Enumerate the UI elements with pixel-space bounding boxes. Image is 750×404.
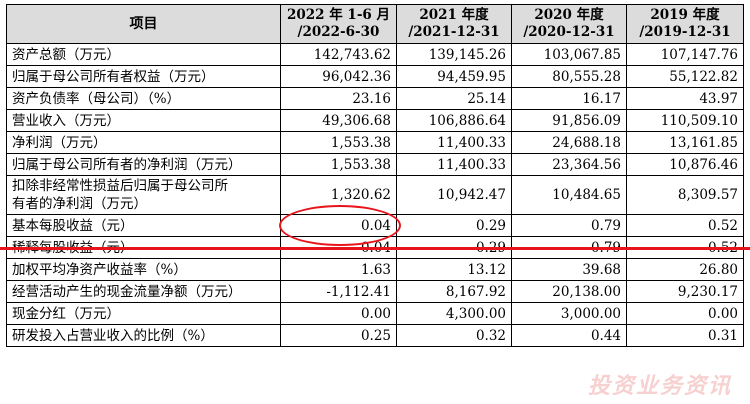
cell-value: 23,364.56 [511, 153, 627, 176]
header-date: /2021-12-31 [408, 24, 500, 40]
cell-value: 11,400.33 [396, 131, 512, 154]
cell-value: 96,042.36 [280, 65, 397, 88]
cell-value: 139,145.26 [396, 43, 512, 66]
cell-value: 10,876.46 [626, 153, 744, 176]
cell-value: 39.68 [511, 258, 627, 281]
cell-value: 13.12 [396, 258, 512, 281]
header-col-2020: 2020 年度 /2020-12-31 [511, 4, 627, 44]
cell-value: -1,112.41 [280, 280, 397, 303]
header-date: /2020-12-31 [523, 24, 615, 40]
cell-value: 10,484.65 [511, 175, 627, 215]
table-row-highlighted: 扣除非经常性损益后归属于母公司所 有者的净利润（万元） 1,320.62 10,… [6, 175, 744, 215]
cell-value: 0.52 [626, 214, 744, 237]
row-label: 现金分红（万元） [6, 302, 281, 325]
cell-value: 9,230.17 [626, 280, 744, 303]
cell-value: 25.14 [396, 87, 512, 110]
table-row: 经营活动产生的现金流量净额（万元） -1,112.41 8,167.92 20,… [6, 280, 744, 303]
row-label: 归属于母公司所有者权益（万元） [6, 65, 281, 88]
table-row: 营业收入（万元） 49,306.68 106,886.64 91,856.09 … [6, 109, 744, 132]
cell-value: 1,553.38 [280, 131, 397, 154]
header-item: 项目 [6, 4, 281, 44]
cell-value: 13,161.85 [626, 131, 744, 154]
header-period: 2020 年度 [534, 7, 604, 23]
header-col-2021: 2021 年度 /2021-12-31 [396, 4, 512, 44]
cell-value: 55,122.82 [626, 65, 744, 88]
table-row: 净利润（万元） 1,553.38 11,400.33 24,688.18 13,… [6, 131, 744, 154]
row-label: 资产负债率（母公司）（%） [6, 87, 281, 110]
watermark: 投资业务资讯 [587, 374, 732, 399]
red-circle-annotation [279, 205, 401, 246]
cell-value: 106,886.64 [396, 109, 512, 132]
table-row: 现金分红（万元） 0.00 4,300.00 3,000.00 0.00 [6, 302, 744, 325]
financial-indicators-table: 项目 2022 年 1-6 月 /2022-6-30 2021 年度 /2021… [6, 4, 744, 347]
cell-value: 3,000.00 [511, 302, 627, 325]
cell-value: 23.16 [280, 87, 397, 110]
cell-value: 107,147.76 [626, 43, 744, 66]
cell-value: 0.00 [280, 302, 397, 325]
table-row: 资产负债率（母公司）（%） 23.16 25.14 16.17 43.97 [6, 87, 744, 110]
cell-value: 103,067.85 [511, 43, 627, 66]
cell-value: 10,942.47 [396, 175, 512, 215]
row-label: 净利润（万元） [6, 131, 281, 154]
row-label: 加权平均净资产收益率（%） [6, 258, 281, 281]
cell-value: 0.00 [626, 302, 744, 325]
cell-value: 0.31 [626, 324, 744, 347]
row-label: 基本每股收益（元） [6, 214, 281, 237]
header-date: /2022-6-30 [297, 24, 380, 40]
header-period: 2021 年度 [419, 7, 489, 23]
cell-value: 80,555.28 [511, 65, 627, 88]
cell-value: 8,167.92 [396, 280, 512, 303]
cell-value: 1,553.38 [280, 153, 397, 176]
red-underline-annotation [0, 247, 750, 250]
cell-value-highlighted: 1,320.62 [280, 175, 397, 215]
row-label-line: 扣除非经常性损益后归属于母公司所 [12, 178, 228, 194]
row-label: 研发投入占营业收入的比例（%） [6, 324, 281, 347]
row-label-line: 有者的净利润（万元） [12, 196, 147, 212]
cell-value: 1.63 [280, 258, 397, 281]
cell-value: 142,743.62 [280, 43, 397, 66]
header-period: 2022 年 1-6 月 [286, 7, 391, 23]
row-label: 扣除非经常性损益后归属于母公司所 有者的净利润（万元） [6, 175, 281, 215]
table-row: 资产总额（万元） 142,743.62 139,145.26 103,067.8… [6, 43, 744, 66]
cell-value: 94,459.95 [396, 65, 512, 88]
cell-value: 20,138.00 [511, 280, 627, 303]
cell-value: 0.32 [396, 324, 512, 347]
table-row: 研发投入占营业收入的比例（%） 0.25 0.32 0.44 0.31 [6, 324, 744, 347]
row-label: 归属于母公司所有者的净利润（万元） [6, 153, 281, 176]
cell-value: 0.25 [280, 324, 397, 347]
cell-value: 4,300.00 [396, 302, 512, 325]
cell-value: 26.80 [626, 258, 744, 281]
table-row: 加权平均净资产收益率（%） 1.63 13.12 39.68 26.80 [6, 258, 744, 281]
cell-value: 24,688.18 [511, 131, 627, 154]
cell-value: 43.97 [626, 87, 744, 110]
cell-value: 110,509.10 [626, 109, 744, 132]
row-label: 营业收入（万元） [6, 109, 281, 132]
cell-value: 11,400.33 [396, 153, 512, 176]
cell-value: 8,309.57 [626, 175, 744, 215]
cell-value: 91,856.09 [511, 109, 627, 132]
cell-value: 49,306.68 [280, 109, 397, 132]
cell-value: 0.44 [511, 324, 627, 347]
cell-value: 0.29 [396, 214, 512, 237]
header-col-2019: 2019 年度 /2019-12-31 [626, 4, 744, 44]
table-row: 归属于母公司所有者的净利润（万元） 1,553.38 11,400.33 23,… [6, 153, 744, 176]
row-label: 经营活动产生的现金流量净额（万元） [6, 280, 281, 303]
header-row: 项目 2022 年 1-6 月 /2022-6-30 2021 年度 /2021… [6, 4, 744, 44]
header-period: 2019 年度 [650, 7, 720, 23]
header-date: /2019-12-31 [639, 24, 731, 40]
table-row: 归属于母公司所有者权益（万元） 96,042.36 94,459.95 80,5… [6, 65, 744, 88]
cell-value: 0.79 [511, 214, 627, 237]
header-col-2022h1: 2022 年 1-6 月 /2022-6-30 [280, 4, 397, 44]
cell-value: 16.17 [511, 87, 627, 110]
row-label: 资产总额（万元） [6, 43, 281, 66]
